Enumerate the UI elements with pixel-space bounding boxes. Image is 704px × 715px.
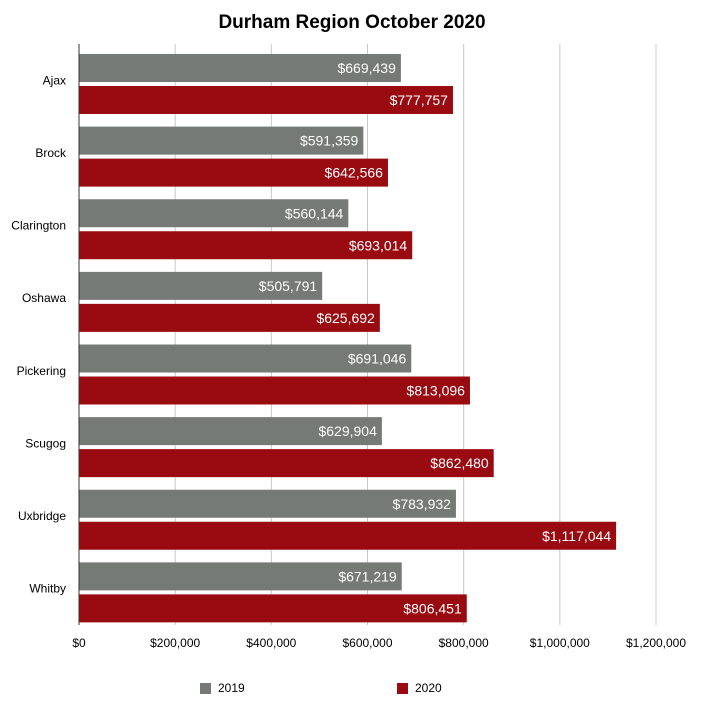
bar-2019 bbox=[79, 417, 382, 446]
bar-2020 bbox=[79, 521, 617, 550]
data-label-2020: $642,566 bbox=[325, 165, 384, 181]
bar-2019 bbox=[79, 489, 456, 518]
bar-2020 bbox=[79, 594, 467, 623]
legend-label-2019: 2019 bbox=[218, 681, 245, 695]
data-label-2019: $505,791 bbox=[259, 278, 318, 294]
legend-swatch-2019 bbox=[200, 682, 211, 694]
legend-item-2019: 2019 bbox=[200, 681, 245, 695]
data-label-2019: $691,046 bbox=[348, 351, 407, 367]
bar-2019 bbox=[79, 271, 323, 300]
x-tick-label: $200,000 bbox=[150, 636, 200, 650]
data-label-2020: $693,014 bbox=[349, 237, 408, 253]
chart-title: Durham Region October 2020 bbox=[218, 12, 486, 33]
bar-2020 bbox=[79, 376, 470, 405]
bar-2019 bbox=[79, 54, 401, 82]
x-tick-label: $1,000,000 bbox=[530, 636, 590, 650]
data-label-2019: $629,904 bbox=[318, 423, 377, 439]
category-label: Whitby bbox=[29, 582, 66, 596]
x-tick-label: $0 bbox=[72, 636, 86, 650]
data-label-2019: $560,144 bbox=[285, 205, 344, 221]
data-label-2019: $671,219 bbox=[338, 568, 397, 584]
bar-2020 bbox=[79, 231, 413, 260]
bar-2019 bbox=[79, 562, 402, 591]
x-tick-label: $800,000 bbox=[439, 636, 489, 650]
category-label: Uxbridge bbox=[18, 509, 66, 523]
category-label: Brock bbox=[35, 146, 67, 160]
data-label-2019: $669,439 bbox=[337, 60, 396, 76]
bar-2019 bbox=[79, 344, 412, 373]
bar-2020 bbox=[79, 449, 494, 478]
category-label: Ajax bbox=[43, 73, 66, 87]
legend-label-2020: 2020 bbox=[415, 681, 442, 695]
bar-2019 bbox=[79, 126, 364, 155]
category-label: Clarington bbox=[11, 219, 66, 233]
bar-2020 bbox=[79, 158, 388, 187]
data-label-2020: $862,480 bbox=[430, 455, 489, 471]
data-label-2019: $591,359 bbox=[300, 133, 359, 149]
data-label-2019: $783,932 bbox=[393, 496, 452, 512]
category-label: Oshawa bbox=[22, 291, 66, 305]
x-tick-label: $400,000 bbox=[246, 636, 296, 650]
data-label-2020: $1,117,044 bbox=[542, 528, 611, 544]
data-label-2020: $625,692 bbox=[316, 310, 375, 326]
x-tick-label: $1,200,000 bbox=[626, 636, 686, 650]
bar-2020 bbox=[79, 303, 380, 332]
x-tick-label: $600,000 bbox=[342, 636, 392, 650]
data-label-2020: $777,757 bbox=[390, 92, 449, 108]
bar-2019 bbox=[79, 199, 349, 228]
data-label-2020: $813,096 bbox=[407, 383, 466, 399]
legend-swatch-2020 bbox=[397, 682, 408, 694]
category-label: Pickering bbox=[17, 364, 66, 378]
data-label-2020: $806,451 bbox=[403, 600, 462, 616]
legend-item-2020: 2020 bbox=[397, 681, 442, 695]
category-label: Scugog bbox=[25, 436, 66, 450]
bar-2020 bbox=[79, 86, 453, 114]
